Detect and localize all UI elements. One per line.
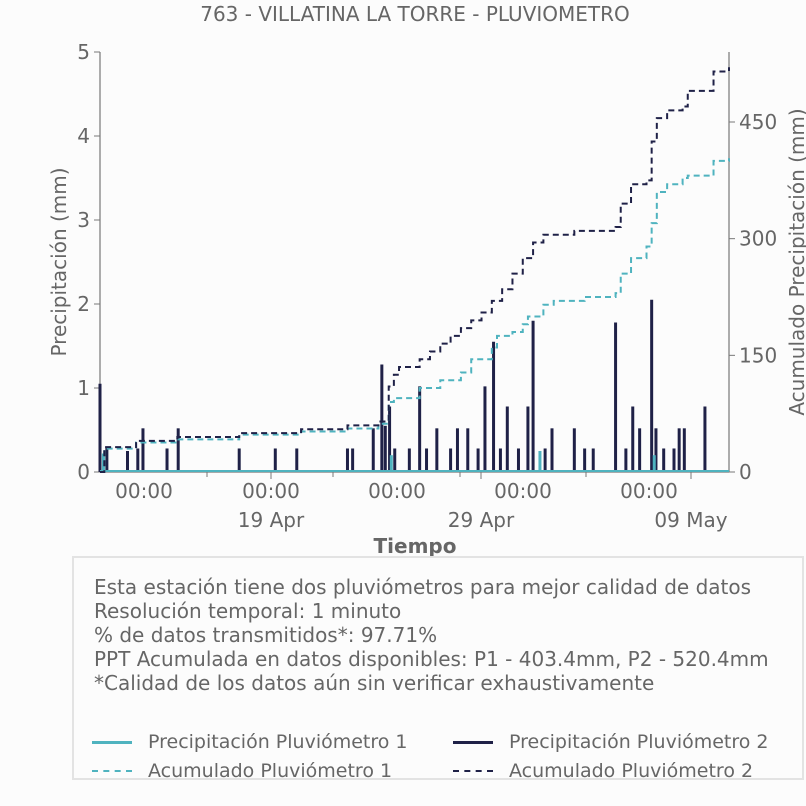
x-tick-date-label: 19 Apr bbox=[238, 508, 305, 532]
legend-swatch-p1-precip bbox=[92, 741, 132, 744]
legend-label-p2-precip: Precipitación Pluviómetro 2 bbox=[509, 731, 769, 753]
legend-swatch-p2-precip bbox=[453, 741, 493, 744]
info-line-stations: Esta estación tiene dos pluviómetros par… bbox=[94, 575, 752, 599]
x-tick-date-label: 09 May bbox=[654, 508, 727, 532]
x-tick-time-label: 00:00 bbox=[242, 479, 300, 503]
info-line-quality: *Calidad de los datos aún sin verificar … bbox=[94, 671, 655, 695]
accumulated-line bbox=[100, 158, 730, 473]
x-tick-time-label: 00:00 bbox=[115, 479, 173, 503]
y-right-tick-label: 0 bbox=[739, 460, 752, 484]
y-right-tick-label: 150 bbox=[739, 343, 777, 367]
info-line-accumulated: PPT Acumulada en datos disponibles: P1 -… bbox=[94, 647, 769, 671]
rain-chart: 763 - VILLATINA LA TORRE - PLUVIOMETRO 0… bbox=[47, 2, 806, 558]
legend-label-p1-precip: Precipitación Pluviómetro 1 bbox=[148, 731, 408, 753]
y-left-tick-label: 2 bbox=[77, 292, 90, 316]
info-line-resolution: Resolución temporal: 1 minuto bbox=[94, 599, 402, 623]
legend-label-p1-acum: Acumulado Pluviómetro 1 bbox=[148, 760, 393, 782]
y-left-tick-label: 4 bbox=[77, 124, 90, 148]
chart-title: 763 - VILLATINA LA TORRE - PLUVIOMETRO bbox=[200, 2, 630, 26]
legend-label-p2-acum: Acumulado Pluviómetro 2 bbox=[509, 760, 754, 782]
y-left-tick-label: 1 bbox=[77, 376, 90, 400]
legend-swatch-p1-acum bbox=[92, 770, 132, 772]
info-legend-panel: Esta estación tiene dos pluviómetros par… bbox=[72, 556, 804, 782]
x-tick-time-label: 00:00 bbox=[620, 479, 678, 503]
x-tick-time-label: 00:00 bbox=[368, 479, 426, 503]
x-tick-time-label: 00:00 bbox=[494, 479, 552, 503]
x-tick-date-label: 29 Apr bbox=[448, 508, 515, 532]
legend-swatch-p2-acum bbox=[453, 770, 493, 772]
x-axis-label: Tiempo bbox=[374, 534, 457, 558]
y-left-tick-label: 3 bbox=[77, 208, 90, 232]
y-right-tick-label: 450 bbox=[739, 110, 777, 134]
y-axis-right-label: Acumulado Precipitación (mm) bbox=[785, 108, 806, 415]
y-left-tick-label: 0 bbox=[77, 460, 90, 484]
info-line-transmitted: % de datos transmitidos*: 97.71% bbox=[94, 623, 438, 647]
y-axis-left-label: Precipitación (mm) bbox=[47, 167, 71, 356]
y-right-tick-label: 300 bbox=[739, 227, 777, 251]
accumulated-line bbox=[100, 67, 730, 473]
y-left-tick-label: 5 bbox=[77, 40, 90, 64]
